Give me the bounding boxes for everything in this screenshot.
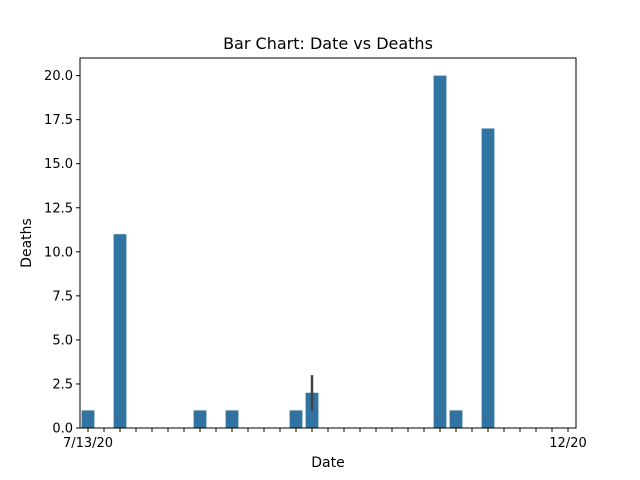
bar: [289, 410, 303, 428]
bar: [449, 410, 463, 428]
y-tick-label: 15.0: [44, 157, 73, 172]
bar: [433, 75, 447, 428]
y-axis: 0.0 2.5 5.0 7.5 10.0 12.5 15.0 17.5 20.0: [44, 69, 80, 437]
y-tick-label: 12.5: [44, 201, 73, 216]
y-axis-label: Deaths: [19, 218, 35, 268]
y-tick-label: 7.5: [52, 289, 73, 304]
y-tick-label: 10.0: [44, 245, 73, 260]
bar: [193, 410, 207, 428]
x-tick-label: 7/13/20: [63, 436, 113, 451]
bar: [481, 128, 495, 428]
y-tick-label: 20.0: [44, 69, 73, 84]
y-tick-label: 2.5: [52, 377, 73, 392]
bar: [81, 410, 95, 428]
y-tick-label: 17.5: [44, 113, 73, 128]
bars-group: [81, 75, 495, 428]
bar: [113, 234, 127, 428]
x-axis-label: Date: [311, 455, 344, 471]
x-axis: 7/13/20 12/20: [63, 428, 587, 451]
chart-title: Bar Chart: Date vs Deaths: [223, 34, 433, 53]
x-tick-label: 12/20: [549, 436, 586, 451]
y-tick-label: 0.0: [52, 422, 73, 437]
bar: [225, 410, 239, 428]
y-tick-label: 5.0: [52, 333, 73, 348]
plot-frame: [79, 57, 577, 429]
